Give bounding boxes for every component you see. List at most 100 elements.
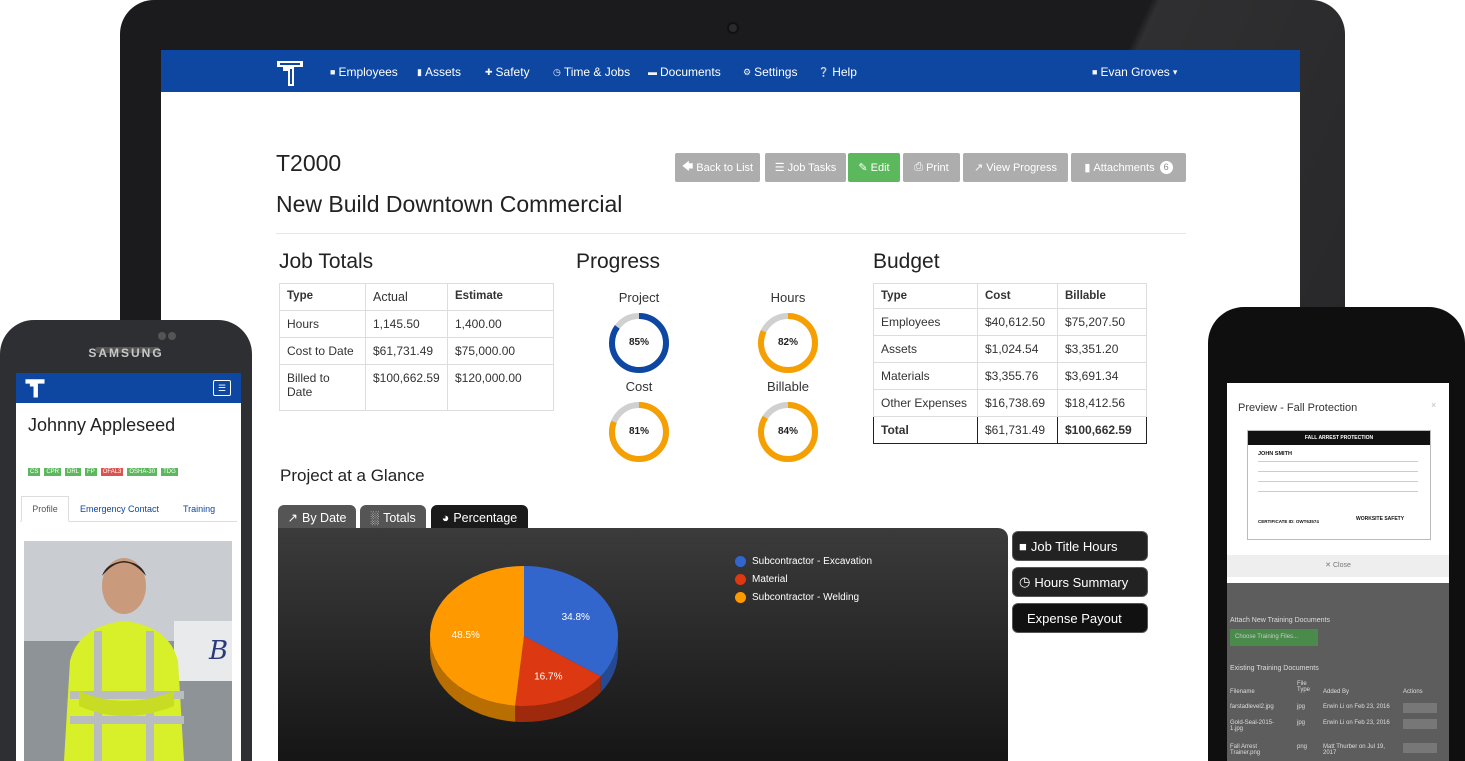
progress-donut-hours	[758, 313, 818, 373]
legend-swatch	[735, 592, 746, 603]
tab-by-date[interactable]: ↗ By Date	[278, 505, 356, 530]
legend-item[interactable]: Subcontractor - Excavation	[735, 556, 872, 567]
cell: $18,412.56	[1057, 389, 1147, 417]
job-title-hours-button[interactable]: ■ Job Title Hours	[1012, 531, 1148, 561]
doc-filename[interactable]: Gold-Seal-2015-1.jpg	[1230, 720, 1275, 732]
choose-files-button[interactable]: Choose Training Files...	[1230, 629, 1318, 646]
legend-item[interactable]: Material	[735, 574, 788, 585]
legend-swatch	[735, 574, 746, 585]
cell: $75,207.50	[1057, 308, 1147, 336]
cert-badge: CPR	[44, 468, 62, 476]
table-row: Hours 1,145.50 1,400.00	[279, 310, 554, 338]
job-totals-title: Job Totals	[279, 250, 374, 273]
card-cert: CERTIFICATE ID: OWT63574	[1258, 519, 1319, 524]
cell: $16,738.69	[977, 389, 1058, 417]
job-name: New Build Downtown Commercial	[276, 191, 623, 217]
user-icon: ■	[1092, 67, 1098, 77]
table-row: Assets $1,024.54 $3,351.20	[873, 335, 1147, 363]
pie-data-label: 16.7%	[534, 671, 562, 682]
cell: $75,000.00	[447, 337, 554, 365]
nav-employees[interactable]: ■ Employees	[330, 65, 398, 79]
doc-filename[interactable]: farstadlevel2.jpg	[1230, 704, 1274, 710]
doc-added-by: Erwin Li on Feb 23, 2016	[1323, 704, 1390, 710]
progress-title: Progress	[576, 250, 661, 273]
cell: $100,662.59	[1057, 416, 1147, 444]
cert-badge: FP	[85, 468, 97, 476]
progress-pct: 84%	[777, 426, 798, 437]
folder-icon: ▬	[648, 67, 657, 77]
iphone-screen: Preview - Fall Protection × FALL ARREST …	[1227, 383, 1449, 761]
modal-close-button[interactable]: ✕ Close	[1227, 555, 1449, 577]
tab-training[interactable]: Training	[183, 504, 216, 514]
mobile-navbar: ☰	[16, 373, 241, 403]
card-title: FALL ARREST PROTECTION	[1248, 431, 1430, 445]
col-filename: Filename	[1230, 689, 1255, 695]
budget-table: Type Cost Billable Employees $40,612.50 $7…	[873, 283, 1147, 444]
app-logo[interactable]	[275, 58, 305, 88]
delete-button[interactable]	[1403, 703, 1437, 713]
employee-photo: B	[24, 541, 232, 761]
close-icon[interactable]: ×	[1431, 400, 1437, 410]
app-logo[interactable]	[24, 377, 46, 399]
tab-profile[interactable]: Profile	[21, 496, 69, 522]
cell: Assets	[873, 335, 978, 363]
progress-label: Hours	[770, 290, 806, 305]
progress-pct: 85%	[628, 337, 649, 348]
back-to-list-button[interactable]: 🡄 Back to List	[675, 153, 760, 182]
menu-icon[interactable]: ☰	[213, 380, 231, 396]
pie-data-label: 48.5%	[452, 630, 480, 641]
nav-safety[interactable]: ✚ Safety	[485, 65, 530, 79]
card-name: JOHN SMITH	[1258, 451, 1292, 457]
attachments-count: 6	[1159, 161, 1173, 174]
divider	[276, 233, 1186, 234]
cert-badge: CS	[28, 468, 41, 476]
pie-slice[interactable]	[515, 636, 601, 706]
delete-button[interactable]	[1403, 743, 1437, 753]
nav-help[interactable]: ❔ Help	[818, 65, 857, 79]
table-row: Billed to Date $100,662.59 $120,000.00	[279, 364, 554, 411]
user-menu[interactable]: ■ Evan Groves ▾	[1092, 65, 1178, 79]
attachments-button[interactable]: ▮ Attachments 6	[1071, 153, 1186, 182]
chart-panel: 34.8% 16.7% 48.5% Subcontractor - Excavati…	[278, 528, 1008, 761]
cell: $100,662.59	[365, 364, 448, 411]
existing-label: Existing Training Documents	[1230, 665, 1319, 672]
job-number: T2000	[276, 150, 342, 176]
progress-pct: 82%	[777, 337, 798, 348]
expense-payout-button[interactable]: Expense Payout	[1012, 603, 1148, 633]
tab-percentage[interactable]: ◕ Percentage	[431, 505, 528, 530]
table-row: Other Expenses $16,738.69 $18,412.56	[873, 389, 1147, 417]
table-header-row: Type Cost Billable	[873, 283, 1147, 309]
view-progress-button[interactable]: ↗ View Progress	[963, 153, 1068, 182]
progress-pct: 81%	[628, 426, 649, 437]
chart-line-icon: ↗	[974, 162, 984, 174]
cell: Materials	[873, 362, 978, 390]
progress-donut-cost	[609, 402, 669, 462]
table-total-row: Total $61,731.49 $100,662.59	[873, 416, 1147, 444]
col-type: Type	[279, 283, 366, 311]
nav-time-jobs[interactable]: ◷ Time & Jobs	[553, 65, 631, 79]
tab-totals[interactable]: ░ Totals	[360, 505, 426, 530]
edit-button[interactable]: ✎ Edit	[848, 153, 900, 182]
legend-swatch	[735, 556, 746, 567]
progress-donut-project	[609, 313, 669, 373]
clock-icon: ◷	[553, 66, 561, 77]
brand-label: SAMSUNG	[88, 346, 164, 360]
nav-assets[interactable]: ▮ Assets	[417, 65, 461, 79]
doc-filename[interactable]: Fall Arrest Trainer.png	[1230, 744, 1261, 756]
job-tasks-button[interactable]: ☰ Job Tasks	[765, 153, 846, 182]
nav-documents[interactable]: ▬ Documents	[648, 65, 721, 79]
user-icon: ■	[1019, 538, 1027, 554]
nav-settings[interactable]: ⚙ Settings	[743, 65, 798, 79]
pie-slice-side	[600, 636, 618, 693]
pie-chart-icon: ◕	[441, 510, 450, 525]
legend-item[interactable]: Subcontractor - Welding	[735, 592, 859, 603]
print-button[interactable]: ⎙ Print	[903, 153, 960, 182]
preview-modal: Preview - Fall Protection × FALL ARREST …	[1227, 383, 1449, 583]
pie-data-label: 34.8%	[562, 612, 590, 623]
hours-summary-button[interactable]: ◷ Hours Summary	[1012, 567, 1148, 597]
col-type: Type	[873, 283, 978, 309]
tab-emergency-contact[interactable]: Emergency Contact	[80, 504, 160, 514]
pie-slice[interactable]	[524, 566, 618, 677]
pie-slice[interactable]	[430, 566, 524, 706]
delete-button[interactable]	[1403, 719, 1437, 729]
